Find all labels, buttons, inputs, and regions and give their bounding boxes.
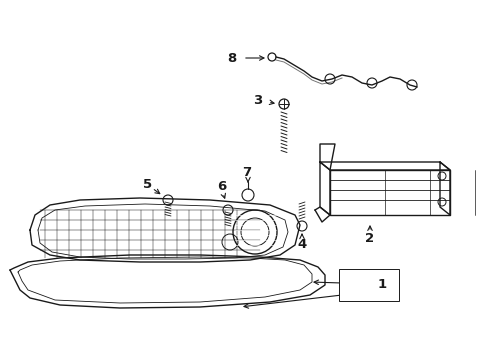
Text: 5: 5 bbox=[143, 179, 152, 192]
Text: 4: 4 bbox=[297, 238, 306, 251]
Text: 7: 7 bbox=[242, 166, 251, 179]
Text: 6: 6 bbox=[217, 180, 226, 194]
Text: 1: 1 bbox=[377, 279, 386, 292]
Text: 8: 8 bbox=[227, 51, 236, 64]
Text: 2: 2 bbox=[365, 231, 374, 244]
Text: 3: 3 bbox=[253, 94, 262, 108]
